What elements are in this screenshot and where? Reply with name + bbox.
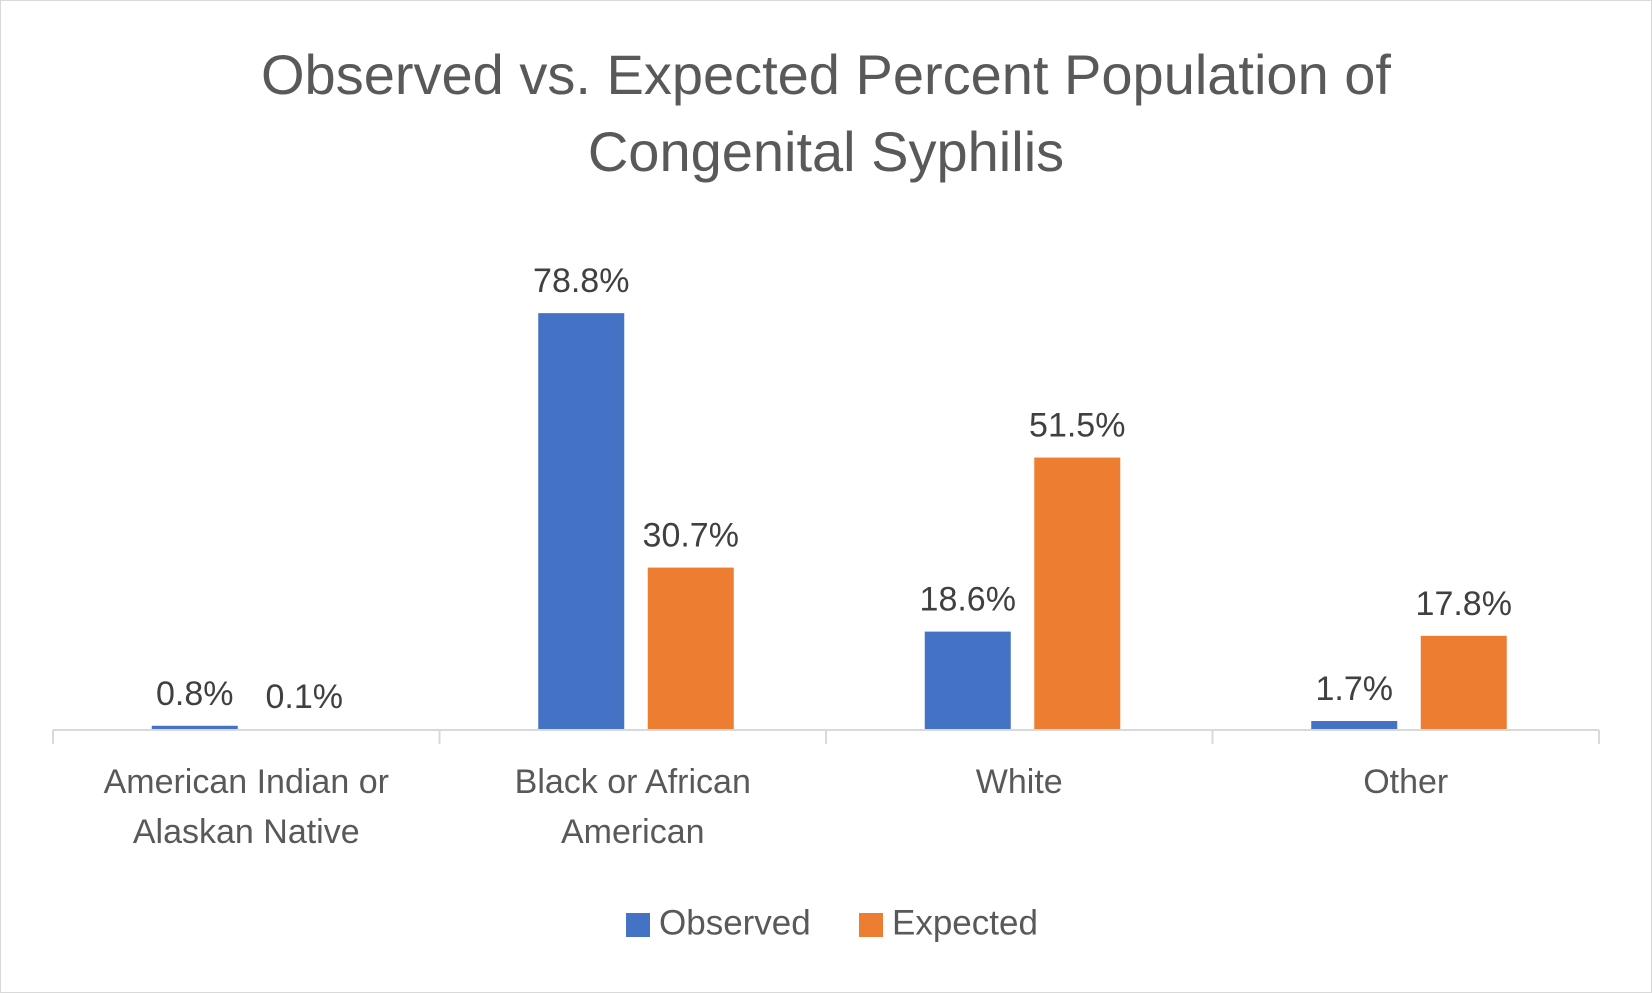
category-label-2-line-2: American xyxy=(561,813,705,851)
data-label-observed-3: 18.6% xyxy=(920,581,1016,619)
bar-expected-4 xyxy=(1420,635,1507,730)
data-label-expected-3: 51.5% xyxy=(1029,407,1125,445)
category-label-3-line-1: White xyxy=(976,763,1063,801)
legend-label-expected: Expected xyxy=(892,903,1038,942)
legend-swatch-expected xyxy=(859,913,883,937)
plot-area: 0.8% 78.8% 18.6% 1.7% 0.1% 30.7% 51.5% 17.8% xyxy=(151,262,1512,730)
category-label-1-line-1: American Indian or xyxy=(104,763,389,801)
data-label-observed-1: 0.8% xyxy=(156,675,234,713)
bar-expected-2 xyxy=(647,567,734,730)
bar-observed-1 xyxy=(151,725,238,730)
chart-title-line-1: Observed vs. Expected Percent Population… xyxy=(261,43,1391,106)
legend-label-observed: Observed xyxy=(659,903,811,942)
category-label-2-line-1: Black or African xyxy=(515,763,751,801)
bar-observed-4 xyxy=(1311,721,1398,730)
legend-swatch-observed xyxy=(626,913,650,937)
category-label-4-line-1: Other xyxy=(1363,763,1448,801)
data-label-expected-1: 0.1% xyxy=(266,678,344,716)
data-label-observed-4: 1.7% xyxy=(1316,670,1394,708)
bar-observed-3 xyxy=(924,631,1011,730)
legend: Observed Expected xyxy=(626,903,1038,942)
bar-expected-3 xyxy=(1034,457,1121,730)
x-axis: American Indian or Alaskan Native Black or… xyxy=(52,729,1600,851)
chart-title: Observed vs. Expected Percent Population… xyxy=(261,43,1391,183)
data-label-expected-4: 17.8% xyxy=(1416,585,1512,623)
data-label-observed-2: 78.8% xyxy=(533,262,629,300)
bar-observed-2 xyxy=(538,313,625,730)
data-label-expected-2: 30.7% xyxy=(643,517,739,555)
chart-title-line-2: Congenital Syphilis xyxy=(588,120,1064,183)
category-label-1-line-2: Alaskan Native xyxy=(133,813,360,851)
